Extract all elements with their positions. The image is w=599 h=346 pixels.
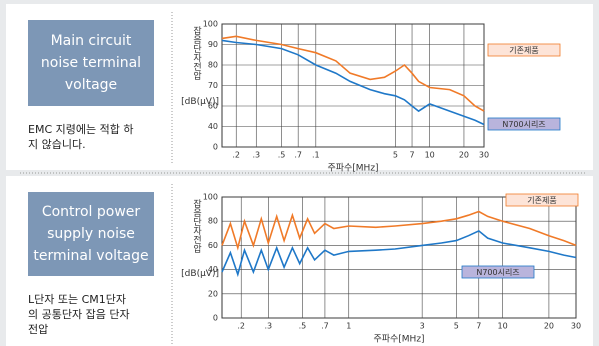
series-line: [221, 35, 485, 112]
x-tick-label: 30: [479, 151, 489, 160]
series-line: [221, 210, 577, 251]
y-axis-label: 잡음단자전압: [191, 25, 201, 80]
x-tick-label: 20: [459, 151, 469, 160]
legend-label: 기존제품: [509, 46, 538, 55]
y-tick-label: 60: [208, 241, 218, 250]
x-tick-label: .5: [278, 151, 286, 160]
legend-label: 기존제품: [527, 196, 556, 205]
legend-box: [487, 43, 561, 57]
x-tick-label: 7: [409, 151, 414, 160]
panel-heading: Control power supply noise terminal volt…: [28, 192, 154, 276]
y-tick-label: 40: [208, 265, 218, 274]
x-tick-label: .1: [312, 151, 320, 160]
y-tick-label: 0: [213, 314, 218, 323]
x-tick-label: .3: [252, 151, 260, 160]
x-tick-label: 5: [454, 322, 459, 331]
x-tick-label: 10: [498, 322, 508, 331]
x-tick-label: 1: [346, 322, 351, 331]
x-tick-label: 30: [571, 322, 581, 331]
panel-heading: Main circuit noise terminal voltage: [28, 20, 154, 106]
x-tick-label: .3: [264, 322, 272, 331]
legend-box: [505, 193, 579, 207]
y-tick-label: 60: [208, 102, 218, 111]
y-axis-unit: [dB(μV)]: [181, 97, 219, 107]
y-axis-unit: [dB(μV)]: [181, 269, 219, 279]
x-axis-label: 주파수[MHz]: [373, 334, 424, 345]
y-tick-label: 20: [208, 289, 218, 298]
y-tick-label: 40: [208, 122, 218, 131]
y-tick-label: 80: [208, 217, 218, 226]
legend-label: N700시리즈: [502, 120, 545, 129]
x-tick-label: 5: [393, 151, 398, 160]
series-line: [221, 229, 577, 278]
plot-area: [221, 196, 577, 319]
y-tick-label: 80: [208, 61, 218, 70]
x-tick-label: .2: [237, 322, 245, 331]
legend-box: [461, 265, 535, 279]
y-tick-label: 0: [213, 143, 218, 152]
legend-label: N700시리즈: [476, 268, 519, 277]
y-axis-label: 잡음단자전압: [191, 198, 201, 253]
series-line: [221, 39, 485, 126]
x-tick-label: 7: [476, 322, 481, 331]
x-tick-label: 3: [420, 322, 425, 331]
x-tick-label: 20: [544, 322, 554, 331]
x-tick-label: .7: [321, 322, 329, 331]
y-tick-label: 100: [203, 193, 218, 202]
x-axis-label: 주파수[MHz]: [327, 163, 378, 174]
x-tick-label: .5: [299, 322, 307, 331]
x-tick-label: .2: [232, 151, 240, 160]
panel-description: EMC 지령에는 적합 하지 않습니다.: [28, 123, 134, 151]
panel-description: L단자 또는 CM1단자의 공통단자 잡음 단자전압: [28, 293, 130, 336]
y-tick-label: 100: [203, 20, 218, 29]
y-tick-label: 70: [208, 81, 218, 90]
y-tick-label: 90: [208, 40, 218, 49]
x-tick-label: .7: [294, 151, 302, 160]
legend-box: [487, 117, 561, 131]
x-tick-label: 10: [425, 151, 435, 160]
